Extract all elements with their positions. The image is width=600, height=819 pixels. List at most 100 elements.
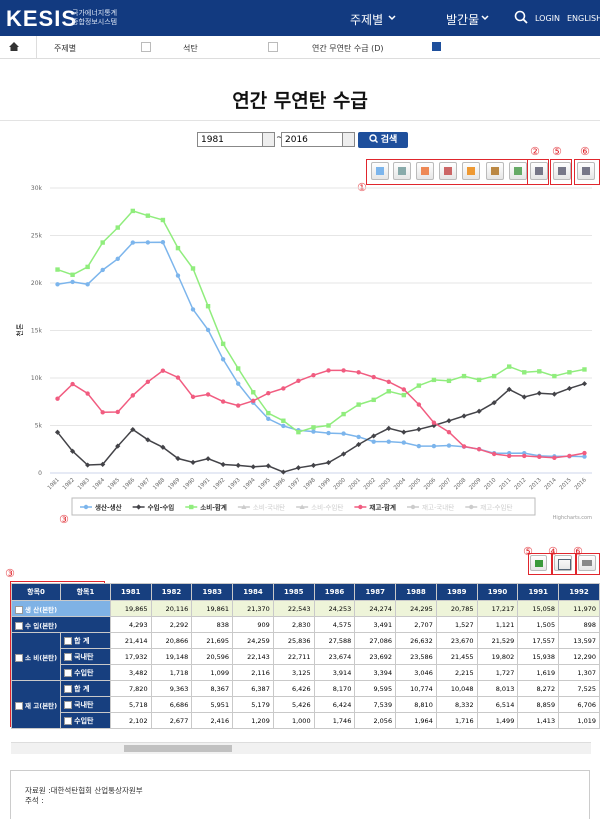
- data-point: [250, 464, 256, 470]
- y-axis-title: 천톤: [15, 323, 24, 336]
- table-cell: 6,706: [558, 696, 600, 713]
- checkbox[interactable]: [64, 668, 73, 677]
- checkbox[interactable]: [64, 684, 73, 693]
- data-point: [446, 443, 452, 448]
- x-tick-label: 1998: [303, 477, 317, 491]
- x-tick-label: 2002: [363, 477, 377, 491]
- column-header: 1984: [232, 583, 274, 601]
- table-cell: 3,482: [109, 664, 152, 681]
- x-tick-label: 2004: [393, 477, 407, 491]
- table-cell: 11,970: [558, 600, 600, 617]
- annotation-number: ⑤: [552, 145, 562, 158]
- data-point: [220, 341, 226, 347]
- breadcrumb: 주제별 석탄 연간 무연탄 수급 (D): [0, 36, 600, 59]
- data-point: [115, 225, 120, 230]
- x-tick-label: 2012: [514, 477, 528, 491]
- breadcrumb-item[interactable]: 석탄: [183, 44, 198, 53]
- excel-button[interactable]: [530, 555, 547, 571]
- chart-tool-button[interactable]: [416, 162, 434, 180]
- data-point: [431, 443, 437, 449]
- legend-label: 생산-생산: [95, 503, 122, 512]
- table-row: 생 산(본탄) 19,865 20,116 19,861 21,370 22,543 24,…: [11, 600, 600, 617]
- login-link[interactable]: LOGIN: [535, 14, 561, 23]
- data-point: [340, 451, 347, 457]
- checkbox[interactable]: [15, 621, 23, 630]
- series-line: [57, 241, 585, 458]
- breadcrumb-item[interactable]: 연간 무연탄 수급 (D): [312, 44, 384, 53]
- table-cell: 6,686: [150, 696, 193, 713]
- chart-tool-button[interactable]: [509, 162, 527, 180]
- english-link[interactable]: ENGLISH: [567, 14, 600, 23]
- checkbox[interactable]: [64, 700, 73, 709]
- x-tick-label: 1995: [258, 477, 272, 491]
- scroll-thumb[interactable]: [124, 745, 232, 752]
- x-tick-label: 1989: [167, 477, 181, 491]
- data-point: [220, 461, 226, 468]
- dropdown-box[interactable]: [268, 42, 278, 52]
- logo[interactable]: KESIS: [6, 6, 78, 31]
- table-cell: 19,861: [191, 600, 234, 617]
- data-point: [205, 304, 211, 309]
- legend-label: 재고-합계: [369, 503, 396, 512]
- data-point: [190, 307, 196, 312]
- data-point: [266, 410, 271, 416]
- table-settings-button[interactable]: [554, 555, 572, 571]
- checkbox[interactable]: [64, 716, 73, 725]
- series: [55, 208, 587, 435]
- data-point: [469, 504, 474, 510]
- column-header: 1989: [435, 583, 478, 601]
- chart-tool-button[interactable]: [530, 162, 548, 180]
- x-tick-label: 1990: [182, 477, 196, 491]
- breadcrumb-item[interactable]: 주제별: [54, 44, 77, 53]
- x-tick-label: 1997: [288, 477, 302, 491]
- row-group-label: 재 고(본탄): [10, 680, 62, 729]
- data-point: [160, 217, 166, 223]
- data-point: [582, 367, 587, 372]
- chart-tool-button[interactable]: [462, 162, 480, 180]
- chart-tool-button[interactable]: [553, 162, 571, 180]
- checkbox[interactable]: [15, 701, 23, 710]
- nav-item[interactable]: 발간물: [446, 13, 480, 27]
- dropdown-box[interactable]: [141, 42, 151, 52]
- table-cell: 9,595: [354, 680, 397, 697]
- checkbox[interactable]: [15, 605, 23, 614]
- data-point: [358, 504, 363, 510]
- table-cell: 1,505: [517, 616, 560, 633]
- search-icon[interactable]: [514, 10, 528, 24]
- year-from-select[interactable]: 1981: [197, 132, 275, 147]
- data-point: [536, 390, 542, 396]
- table-cell: 5,951: [191, 696, 234, 713]
- home-icon[interactable]: [9, 42, 19, 51]
- table-cell: 1,019: [558, 712, 600, 729]
- nav-item[interactable]: 주제별: [350, 13, 384, 27]
- table-cell: 19,865: [109, 600, 152, 617]
- chart-tool-button[interactable]: [486, 162, 504, 180]
- data-point: [491, 451, 497, 457]
- year-to-select[interactable]: 2016: [281, 132, 355, 147]
- checkbox[interactable]: [15, 653, 23, 662]
- legend-label: 소비-합계: [200, 503, 227, 512]
- print-button[interactable]: [578, 555, 596, 571]
- data-point: [175, 375, 181, 380]
- table-cell: 15,938: [517, 648, 560, 665]
- table-cell: 27,086: [354, 632, 397, 649]
- data-table: 항목0 항목1 1981 1982 1983 1984 1985 1986 1987 1988 19…: [10, 583, 600, 729]
- data-point: [55, 267, 60, 272]
- chart-tool-button[interactable]: [371, 162, 389, 180]
- column-header: 1992: [558, 583, 600, 601]
- chart-tool-button[interactable]: [393, 162, 411, 180]
- table-cell: 6,424: [313, 696, 356, 713]
- search-button[interactable]: 검색: [358, 132, 408, 148]
- chart-tool-button[interactable]: [439, 162, 457, 180]
- chevron: [388, 15, 396, 21]
- data-point: [266, 416, 271, 422]
- chart-tool-button[interactable]: [577, 162, 595, 180]
- data-point: [295, 465, 302, 471]
- dropdown-box[interactable]: [432, 42, 441, 51]
- checkbox[interactable]: [64, 652, 73, 661]
- data-point: [70, 272, 75, 277]
- table-cell: 10,048: [435, 680, 478, 697]
- scrollbar[interactable]: [11, 742, 591, 754]
- checkbox[interactable]: [64, 636, 73, 645]
- row-label: 합 계: [60, 680, 111, 697]
